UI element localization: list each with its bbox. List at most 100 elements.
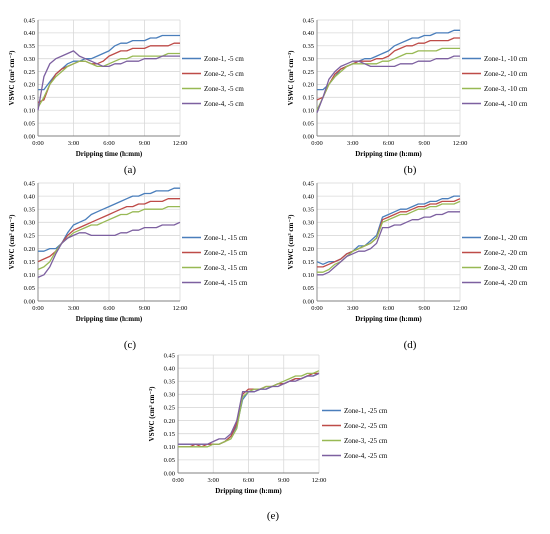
panel-3-legend-label: Zone-4, -15 cm [204, 279, 248, 287]
panel-1-x-tick-label: 0:00 [32, 140, 44, 147]
panel-3-y-tick-label: 0.35 [24, 207, 35, 214]
panel-2-y-tick-label: 0.30 [303, 56, 314, 63]
panel-5-x-tick-label: 12:00 [312, 477, 327, 484]
panel-4-legend-label: Zone-2, -20 cm [484, 249, 528, 257]
panel-4-y-tick-label: 0.25 [303, 233, 314, 240]
panel-1-series-line-zone-4 [37, 50, 180, 111]
panel-3-x-axis-label: Dripping time (h:mm) [76, 315, 143, 323]
panel-4-series-line-zone-4 [317, 211, 460, 276]
panel-1-y-tick-label: 0.30 [24, 56, 35, 63]
panel-3-y-tick-label: 0.00 [24, 298, 35, 305]
panel-3-x-tick-label: 12:00 [173, 305, 188, 312]
panel-1-y-tick-label: 0.05 [24, 120, 35, 127]
panel-4-y-tick-label: 0.45 [303, 180, 314, 187]
panel-2-y-tick-label: 0.35 [303, 43, 314, 50]
panel-1-y-tick-label: 0.40 [24, 30, 35, 37]
panel-1-y-tick-label: 0.10 [24, 108, 35, 115]
panel-1-y-tick-label: 0.00 [24, 133, 35, 140]
panel-4-y-tick-label: 0.00 [303, 298, 314, 305]
panel-5-y-tick-label: 0.05 [164, 457, 175, 464]
panel-2-x-tick-label: 9:00 [418, 140, 430, 147]
panel-2-x-tick-label: 3:00 [347, 140, 359, 147]
panel-2-legend-label: Zone-3, -10 cm [484, 85, 528, 93]
panel-3-y-tick-label: 0.05 [24, 285, 35, 292]
panel-4-y-tick-label: 0.20 [303, 246, 314, 253]
panel-2-label: (b) [404, 164, 417, 176]
panel-3-y-tick-label: 0.10 [24, 272, 35, 279]
panel-1-x-tick-label: 12:00 [173, 140, 188, 147]
panel-4-y-tick-label: 0.05 [303, 285, 314, 292]
panel-4-y-tick-label: 0.40 [303, 193, 314, 200]
panel-3-legend-label: Zone-1, -15 cm [204, 234, 248, 242]
panel-1-x-axis-label: Dripping time (h:mm) [76, 150, 143, 158]
panel-5-y-tick-label: 0.25 [164, 405, 175, 412]
panel-3-y-tick-label: 0.15 [24, 259, 35, 266]
panel-3-legend-label: Zone-2, -15 cm [204, 249, 248, 257]
panel-2-x-tick-label: 0:00 [311, 140, 323, 147]
panel-2-y-tick-label: 0.25 [303, 69, 314, 76]
panel-2-series-line-zone-4 [316, 55, 460, 114]
panel-5-y-axis-label: VSWC (cm³ cm⁻³) [148, 386, 156, 442]
panel-1-y-tick-label: 0.25 [24, 69, 35, 76]
panel-5-y-tick-label: 0.35 [164, 379, 175, 386]
panel-3-y-axis-label: VSWC (cm³ cm⁻³) [8, 214, 16, 270]
panel-3-x-tick-label: 6:00 [103, 305, 115, 312]
panel-4-y-tick-label: 0.35 [303, 207, 314, 214]
panel-3-y-tick-label: 0.40 [24, 193, 35, 200]
panel-2-y-tick-label: 0.15 [303, 95, 314, 102]
panel-2-y-tick-label: 0.10 [303, 108, 314, 115]
panel-1-legend-label: Zone-2, -5 cm [204, 70, 244, 78]
panel-2-x-tick-label: 6:00 [383, 140, 395, 147]
panel-2-x-tick-label: 12:00 [453, 140, 468, 147]
panel-5-x-axis-label: Dripping time (h:mm) [215, 487, 282, 495]
panel-5-legend-label: Zone-3, -25 cm [344, 437, 388, 445]
panel-2-y-tick-label: 0.20 [303, 82, 314, 89]
panel-4-label: (d) [404, 339, 417, 351]
panel-5-label: (e) [267, 510, 280, 522]
panel-1-label: (a) [124, 164, 137, 176]
panel-5-legend-label: Zone-1, -25 cm [344, 407, 388, 415]
panel-1-y-axis-label: VSWC (cm³ cm⁻³) [8, 50, 16, 106]
panel-4-x-tick-label: 12:00 [453, 305, 468, 312]
panel-1-legend-label: Zone-1, -5 cm [204, 55, 244, 63]
panel-4-y-tick-label: 0.30 [303, 220, 314, 227]
panel-5-y-tick-label: 0.15 [164, 431, 175, 438]
panel-4-y-tick-label: 0.10 [303, 272, 314, 279]
panel-3-y-tick-label: 0.25 [24, 233, 35, 240]
panel-1-series-line-zone-3 [37, 52, 180, 108]
panel-3-y-tick-label: 0.45 [24, 180, 35, 187]
panel-4-legend-label: Zone-1, -20 cm [484, 234, 528, 242]
panel-4-legend-label: Zone-4, -20 cm [484, 279, 528, 287]
panel-2-series-line-zone-3 [316, 47, 460, 111]
panel-3-y-tick-label: 0.20 [24, 246, 35, 253]
panel-4-y-tick-label: 0.15 [303, 259, 314, 266]
panel-5-legend-label: Zone-4, -25 cm [344, 452, 388, 460]
panel-5-y-tick-label: 0.40 [164, 365, 175, 372]
panel-1-x-tick-label: 3:00 [68, 140, 80, 147]
panel-1-y-tick-label: 0.20 [24, 82, 35, 89]
panel-2-y-axis-label: VSWC (cm³ cm⁻³) [287, 50, 295, 106]
panel-2-x-axis-label: Dripping time (h:mm) [355, 150, 422, 158]
panel-3-x-tick-label: 3:00 [68, 305, 80, 312]
panel-1-y-tick-label: 0.35 [24, 43, 35, 50]
panel-4-x-tick-label: 3:00 [347, 305, 359, 312]
panel-4-y-axis-label: VSWC (cm³ cm⁻³) [287, 214, 295, 270]
panel-3-legend-label: Zone-3, -15 cm [204, 264, 248, 272]
panel-3-x-tick-label: 9:00 [139, 305, 151, 312]
panel-2-legend-label: Zone-2, -10 cm [484, 70, 528, 78]
panel-5-y-tick-label: 0.20 [164, 418, 175, 425]
panel-2-series-line-zone-2 [316, 37, 460, 101]
panel-4-x-tick-label: 9:00 [418, 305, 430, 312]
panel-1-y-tick-label: 0.45 [24, 17, 35, 24]
panel-5-y-tick-label: 0.00 [164, 470, 175, 477]
panel-2-y-tick-label: 0.05 [303, 120, 314, 127]
panel-1-y-tick-label: 0.15 [24, 95, 35, 102]
panel-5-series-line-zone-4 [178, 372, 320, 445]
panel-4-series-line-zone-2 [317, 198, 461, 268]
panel-4-x-tick-label: 0:00 [311, 305, 323, 312]
panel-5-x-tick-label: 6:00 [243, 477, 255, 484]
panel-1-legend-label: Zone-3, -5 cm [204, 85, 244, 93]
panel-5-y-tick-label: 0.45 [164, 352, 175, 359]
panel-5-y-tick-label: 0.10 [164, 444, 175, 451]
